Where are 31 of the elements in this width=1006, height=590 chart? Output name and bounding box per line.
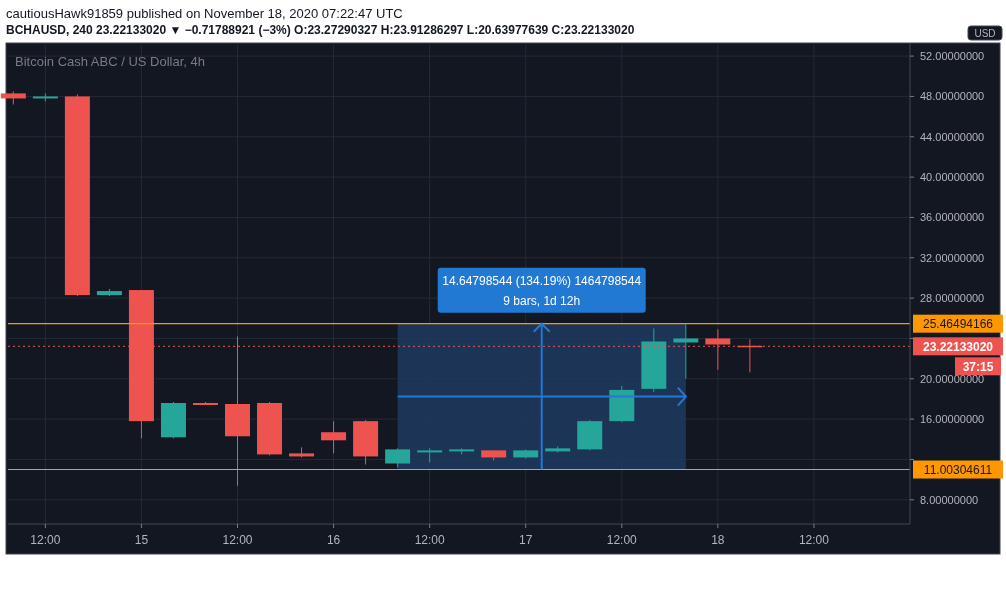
annotation: 9 bars, 1d 12h [503,293,581,308]
x-tick-label: 12:00 [414,533,445,547]
x-tick-label: 12:00 [606,533,638,547]
y-tick-label: 44.00000000 [920,130,985,143]
ref-line-label: 11.00304611 [923,462,993,477]
y-tick-label: 52.00000000 [920,49,985,62]
chart-subtitle: BCHAUSD, 240 23.22133020 ▼ −0.71788921 (−3%) O:23.27290327 H:23.91286297 L:20.63977639 C:23.22133020 [6,23,635,37]
x-tick-label: 18 [711,533,725,547]
x-tick-label: 12:00 [30,533,61,547]
text: USD [974,27,996,39]
text: 37:15 [962,359,994,374]
ref-line-label: 23.22133020 [922,339,994,354]
y-tick-label: 20.00000000 [920,372,985,385]
y-tick-label: 36.00000000 [920,211,985,224]
text: Bitcoin Cash ABC / US Dollar, 4h [15,54,206,69]
ref-line-label: 25.46494166 [922,316,994,331]
x-tick-label: 17 [519,533,533,547]
text: cautiousHawk91859 published on November 18, 2020 07:22:47 UTC [6,6,403,21]
candlestick [673,323,699,380]
x-tick-label: 12:00 [798,533,830,547]
x-tick-label: 12:00 [222,533,253,547]
x-tick-label: 15 [134,533,149,547]
y-tick-label: 48.00000000 [920,90,985,103]
x-tick-label: 16 [326,533,341,547]
annotation: 14.64798544 (134.19%) 1464798544 [442,273,642,288]
y-tick-label: 28.00000000 [920,291,985,304]
y-tick-label: 40.00000000 [920,170,985,183]
y-tick-label: 32.00000000 [920,251,985,264]
y-tick-label: 8.00000000 [920,493,979,506]
candlestick [321,420,347,454]
y-tick-label: 16.00000000 [920,412,985,425]
